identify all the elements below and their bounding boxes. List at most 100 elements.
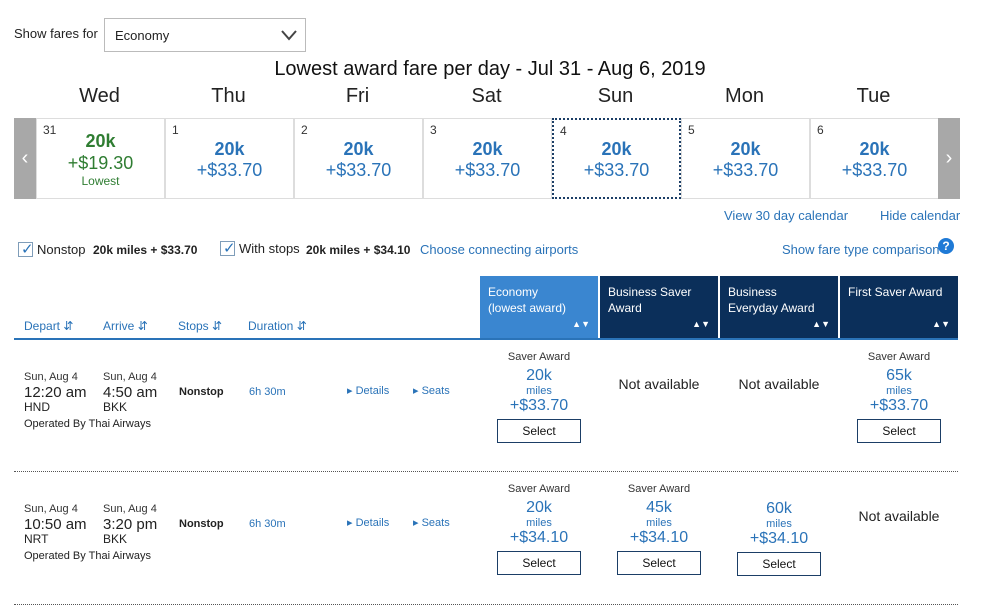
depart-column-header[interactable]: Depart ⇵ xyxy=(24,319,73,333)
fare-type: Saver Award xyxy=(867,351,931,363)
day-miles: 20k xyxy=(859,139,890,159)
stops-column-header[interactable]: Stops ⇵ xyxy=(178,319,222,333)
day-miles: 20k xyxy=(472,139,503,159)
day-number: 1 xyxy=(172,123,179,137)
seats-link[interactable]: ▸ Seats xyxy=(413,516,450,529)
business-saver-column-header[interactable]: Business Saver Award ▲▼ xyxy=(600,276,718,338)
day-name: Sun xyxy=(597,85,634,107)
day-number: 3 xyxy=(430,123,437,137)
caret-right-icon: ▸ xyxy=(347,517,353,529)
not-available: Not available xyxy=(858,508,940,524)
economy-fare-column-header[interactable]: Economy (lowest award) ▲▼ xyxy=(480,276,598,338)
view-30-day-calendar-link[interactable]: View 30 day calendar xyxy=(724,208,849,223)
details-label: Details xyxy=(355,517,390,529)
fare-col-line2: (lowest award) xyxy=(488,301,567,315)
fare-unit: miles xyxy=(886,385,912,397)
cabin-select[interactable]: Economy xyxy=(104,18,306,52)
next-week-button[interactable]: › xyxy=(938,118,960,199)
chevron-right-icon: › xyxy=(945,147,953,169)
stops-value: Nonstop xyxy=(179,386,224,398)
depart-airport: NRT xyxy=(24,532,49,546)
day-name: Mon xyxy=(725,85,764,107)
hide-calendar-link[interactable]: Hide calendar xyxy=(880,208,961,223)
not-available: Not available xyxy=(618,376,700,392)
lowest-label: Lowest xyxy=(81,174,120,188)
seats-label: Seats xyxy=(421,517,450,529)
select-button[interactable]: Select xyxy=(497,551,581,575)
day-cell-mon[interactable]: 5 20k +$33.70 xyxy=(681,118,810,199)
day-cell-tue[interactable]: 6 20k +$33.70 xyxy=(810,118,939,199)
depart-time: 10:50 am xyxy=(24,516,87,533)
operated-by: Operated By Thai Airways xyxy=(24,418,151,430)
fare-cell-first-saver: Saver Award 65k miles +$33.70 Select xyxy=(840,351,958,443)
page-title: Lowest award fare per day - Jul 31 - Aug… xyxy=(274,58,706,80)
fare-price: +$34.10 xyxy=(629,529,689,546)
duration-header-label: Duration xyxy=(248,319,294,333)
fare-miles: 20k xyxy=(526,367,552,384)
nonstop-value: 20k miles + $33.70 xyxy=(93,243,198,257)
fare-unit: miles xyxy=(766,518,792,530)
arrive-column-header[interactable]: Arrive ⇵ xyxy=(103,319,148,333)
sort-icon: ▲▼ xyxy=(812,319,830,329)
choose-connecting-airports-link[interactable]: Choose connecting airports xyxy=(420,242,579,257)
day-cell-sun[interactable]: 4 20k +$33.70 xyxy=(552,118,681,199)
with-stops-checkbox[interactable]: ✓ xyxy=(220,240,236,257)
sort-icon: ⇵ xyxy=(63,319,74,333)
prev-week-button[interactable]: ‹ xyxy=(14,118,36,199)
checkmark-icon: ✓ xyxy=(223,240,236,257)
day-name: Thu xyxy=(211,85,246,107)
with-stops-label: With stops xyxy=(239,241,300,256)
help-icon[interactable]: ? xyxy=(938,238,954,254)
caret-right-icon: ▸ xyxy=(413,517,419,529)
first-saver-column-header[interactable]: First Saver Award ▲▼ xyxy=(840,276,958,338)
business-everyday-column-header[interactable]: Business Everyday Award ▲▼ xyxy=(720,276,838,338)
fare-col-line2: Award xyxy=(608,301,642,315)
day-miles: 20k xyxy=(601,139,632,159)
arrive-time: 3:20 pm xyxy=(103,516,158,533)
day-name: Tue xyxy=(856,85,891,107)
depart-time: 12:20 am xyxy=(24,384,87,401)
sort-icon: ▲▼ xyxy=(932,319,950,329)
operated-by: Operated By Thai Airways xyxy=(24,550,151,562)
day-price: +$33.70 xyxy=(583,160,650,180)
select-button[interactable]: Select xyxy=(857,419,941,443)
fare-price: +$33.70 xyxy=(509,397,569,414)
fare-price: +$34.10 xyxy=(749,530,809,547)
day-name: Fri xyxy=(345,85,370,107)
day-name: Sat xyxy=(471,85,502,107)
depart-airport: HND xyxy=(24,400,50,414)
day-price: +$33.70 xyxy=(325,160,392,180)
day-cell-wed[interactable]: 31 20k +$19.30 Lowest xyxy=(36,118,165,199)
stops-header-label: Stops xyxy=(178,319,209,333)
day-number: 2 xyxy=(301,123,308,137)
seats-link[interactable]: ▸ Seats xyxy=(413,384,450,397)
fare-unit: miles xyxy=(526,517,552,529)
select-button[interactable]: Select xyxy=(737,552,821,576)
day-cell-thu[interactable]: 1 20k +$33.70 xyxy=(165,118,294,199)
nonstop-label: Nonstop xyxy=(37,242,86,257)
fare-col-line1: Business Saver xyxy=(608,285,692,299)
fare-cell-economy: Saver Award 20k miles +$34.10 Select xyxy=(480,483,598,575)
day-price: +$33.70 xyxy=(454,160,521,180)
fare-unit: miles xyxy=(646,517,672,529)
arrive-date: Sun, Aug 4 xyxy=(103,371,157,383)
fare-col-line2: Everyday Award xyxy=(728,301,815,315)
checkmark-icon: ✓ xyxy=(21,241,34,258)
fare-miles: 60k xyxy=(766,500,792,517)
select-button[interactable]: Select xyxy=(617,551,701,575)
details-link[interactable]: ▸ Details xyxy=(347,516,389,529)
select-button[interactable]: Select xyxy=(497,419,581,443)
cabin-select-value: Economy xyxy=(115,28,170,43)
not-available: Not available xyxy=(738,376,820,392)
duration-value: 6h 30m xyxy=(249,386,286,398)
show-fare-type-comparison-link[interactable]: Show fare type comparison xyxy=(782,242,940,257)
fare-type xyxy=(720,483,838,496)
sort-icon: ⇵ xyxy=(212,319,223,333)
nonstop-checkbox[interactable]: ✓ xyxy=(18,241,34,258)
day-price: +$33.70 xyxy=(841,160,908,180)
sort-icon: ⇵ xyxy=(296,319,307,333)
details-link[interactable]: ▸ Details xyxy=(347,384,389,397)
day-cell-sat[interactable]: 3 20k +$33.70 xyxy=(423,118,552,199)
duration-column-header[interactable]: Duration ⇵ xyxy=(248,319,307,333)
day-cell-fri[interactable]: 2 20k +$33.70 xyxy=(294,118,423,199)
